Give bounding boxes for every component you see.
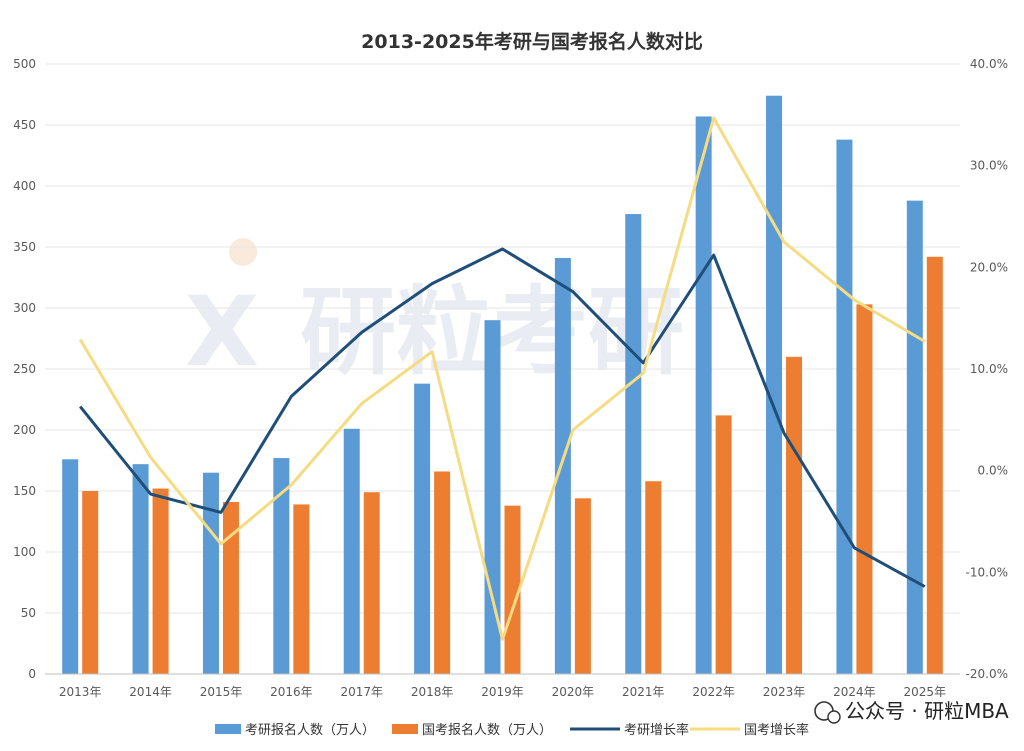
bar-guokao-count[interactable] <box>926 256 943 674</box>
right-axis-tick: 20.0% <box>970 260 1008 274</box>
wechat-icon-small <box>827 710 841 724</box>
x-axis-tick: 2022年 <box>692 685 735 699</box>
left-axis-tick: 50 <box>21 606 36 620</box>
legend-swatch-kaoyan-count <box>215 724 241 734</box>
left-axis-tick: 350 <box>13 240 36 254</box>
left-axis-tick: 0 <box>28 667 36 681</box>
line-series <box>78 116 926 641</box>
chart-title: 2013-2025年考研与国考报名人数对比 <box>361 30 703 53</box>
right-axis-tick: 0.0% <box>978 464 1009 478</box>
left-axis-tick: 300 <box>13 301 36 315</box>
legend-label-guokao-count: 国考报名人数（万人） <box>422 722 552 738</box>
bar-guokao-count[interactable] <box>786 356 803 674</box>
corner-watermark: 公众号 · 研粒MBA <box>814 699 1009 724</box>
x-axis-tick: 2017年 <box>340 685 383 699</box>
legend-item-guokao-count[interactable]: 国考报名人数（万人） <box>392 722 552 738</box>
bar-kaoyan-count[interactable] <box>554 257 571 674</box>
right-axis-tick: -10.0% <box>966 565 1008 579</box>
bar-guokao-count[interactable] <box>152 488 169 674</box>
legend-label-kaoyan-growth: 考研增长率 <box>624 722 689 738</box>
left-axis-tick: 150 <box>13 484 36 498</box>
bar-guokao-count[interactable] <box>222 501 239 674</box>
x-axis-ticks: 2013年 2014年 2015年 2016年 2017年 2018年 2019年 2020年… <box>59 685 946 699</box>
x-axis-tick: 2015年 <box>200 685 243 699</box>
watermark-corner-text: 公众号 · 研粒MBA <box>845 699 1009 723</box>
x-axis-tick: 2019年 <box>481 685 524 699</box>
bar-guokao-count[interactable] <box>645 481 662 674</box>
right-axis-tick: -20.0% <box>966 667 1008 681</box>
legend-item-kaoyan-growth[interactable]: 考研增长率 <box>570 722 689 738</box>
bar-guokao-count[interactable] <box>82 491 99 674</box>
legend-item-guokao-growth[interactable]: 国考增长率 <box>690 722 809 738</box>
bar-kaoyan-count[interactable] <box>202 472 219 674</box>
left-axis-tick: 400 <box>13 179 36 193</box>
bar-guokao-count[interactable] <box>434 471 451 674</box>
left-axis-tick: 450 <box>13 118 36 132</box>
x-axis-tick: 2018年 <box>411 685 454 699</box>
left-axis: 0 50 100 150 200 250 300 350 400 450 500 <box>13 57 36 681</box>
bar-guokao-count[interactable] <box>504 505 521 674</box>
bar-kaoyan-count[interactable] <box>414 383 431 674</box>
x-axis-tick: 2020年 <box>552 685 595 699</box>
bar-kaoyan-count[interactable] <box>836 139 853 674</box>
legend-label-kaoyan-count: 考研报名人数（万人） <box>245 722 375 738</box>
x-axis-tick: 2016年 <box>270 685 313 699</box>
x-axis-tick: 2025年 <box>904 685 947 699</box>
bar-kaoyan-count[interactable] <box>343 428 360 674</box>
bar-kaoyan-count[interactable] <box>766 95 783 675</box>
right-axis-tick: 30.0% <box>970 159 1008 173</box>
x-axis-tick: 2013年 <box>59 685 102 699</box>
bar-kaoyan-count[interactable] <box>906 200 923 674</box>
x-axis-tick: 2014年 <box>129 685 172 699</box>
left-axis-tick: 100 <box>13 545 36 559</box>
bar-guokao-count[interactable] <box>715 415 732 674</box>
x-axis-tick: 2024年 <box>833 685 876 699</box>
right-axis: -20.0% -10.0% 0.0% 10.0% 20.0% 30.0% 40.0% <box>966 57 1008 681</box>
left-axis-tick: 250 <box>13 362 36 376</box>
watermark-logo-dot <box>229 238 257 266</box>
watermark-logo-x: X <box>185 276 259 388</box>
left-axis-tick: 200 <box>13 423 36 437</box>
legend-swatch-guokao-count <box>392 724 418 734</box>
right-axis-tick: 10.0% <box>970 362 1008 376</box>
bar-guokao-count[interactable] <box>293 504 310 674</box>
legend: 考研报名人数（万人） 国考报名人数（万人） 考研增长率 国考增长率 <box>215 722 809 738</box>
bar-kaoyan-count[interactable] <box>625 214 642 674</box>
bar-kaoyan-count[interactable] <box>273 458 290 674</box>
x-axis-tick: 2023年 <box>763 685 806 699</box>
left-axis-tick: 500 <box>13 57 36 71</box>
gridlines <box>45 63 960 614</box>
bar-kaoyan-count[interactable] <box>132 464 149 674</box>
legend-item-kaoyan-count[interactable]: 考研报名人数（万人） <box>215 722 375 738</box>
bar-guokao-count[interactable] <box>574 498 591 674</box>
bar-kaoyan-count[interactable] <box>695 116 712 674</box>
bar-guokao-count[interactable] <box>363 492 380 674</box>
bar-kaoyan-count[interactable] <box>62 459 79 674</box>
right-axis-tick: 40.0% <box>970 57 1008 71</box>
bar-guokao-count[interactable] <box>856 304 873 674</box>
legend-label-guokao-growth: 国考增长率 <box>744 722 809 738</box>
x-axis-tick: 2021年 <box>622 685 665 699</box>
